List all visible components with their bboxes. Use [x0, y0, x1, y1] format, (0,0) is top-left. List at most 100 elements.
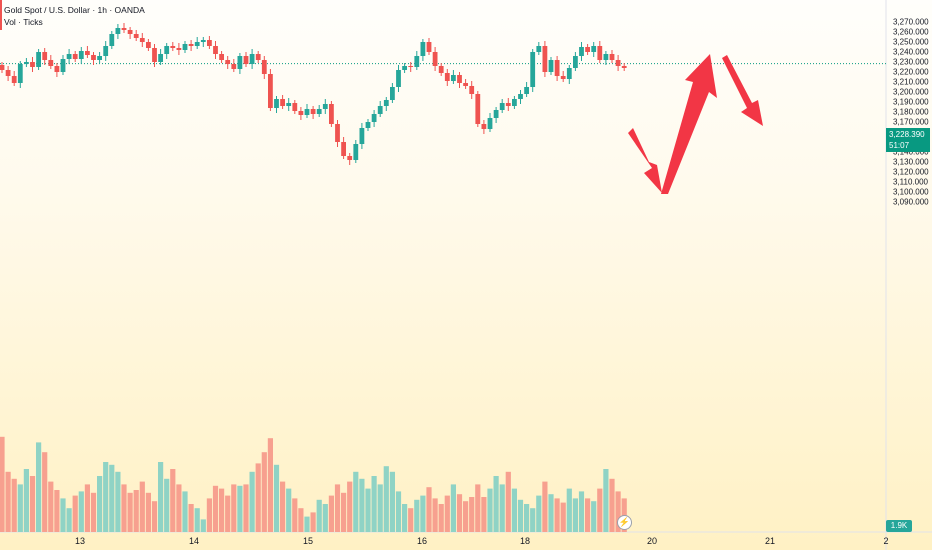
candle-body: [30, 62, 35, 67]
volume-bar: [304, 516, 310, 532]
candle-body: [463, 83, 468, 86]
date-tick-label: 2: [883, 536, 889, 546]
candle-body: [158, 54, 163, 62]
candle-body: [133, 34, 139, 38]
candle-body: [475, 94, 481, 124]
candle-body: [365, 122, 371, 128]
candle-body: [219, 54, 224, 60]
volume-bar: [371, 476, 377, 532]
candle-body: [499, 103, 505, 110]
candle-body: [213, 46, 218, 54]
volume-bar: [109, 464, 115, 532]
volume-bar: [103, 462, 109, 532]
current-price-tag: 3,228.390 51:07: [886, 128, 930, 152]
price-tick-label: 3,220.000: [893, 67, 929, 77]
candle-body: [585, 47, 590, 52]
volume-bar: [17, 484, 23, 532]
volume-bar: [511, 488, 517, 532]
volume-bar: [524, 504, 530, 532]
candle-body: [85, 51, 90, 55]
candle-body: [255, 54, 261, 60]
volume-bar: [23, 469, 29, 532]
candle-body: [194, 42, 200, 46]
price-tick-label: 3,240.000: [893, 47, 929, 57]
candle-body: [597, 46, 603, 60]
volume-bar: [395, 491, 402, 532]
volume-bar: [316, 499, 322, 532]
volume-bar: [225, 495, 231, 532]
volume-bar: [353, 471, 359, 532]
candle-body: [390, 87, 395, 100]
candle-body: [0, 65, 5, 70]
date-tick-label: 13: [74, 536, 86, 546]
candle-body: [316, 109, 322, 114]
candle-body: [91, 55, 96, 60]
candle-body: [591, 46, 597, 52]
volume-bar: [591, 501, 597, 532]
volume-value-tag: 1.9K: [886, 520, 912, 532]
candle-body: [274, 99, 279, 108]
volume-bar: [121, 484, 127, 532]
candle-body: [42, 52, 48, 60]
candle-body: [261, 60, 267, 74]
candle-body: [493, 110, 499, 118]
volume-bar: [389, 471, 395, 532]
volume-bar: [493, 476, 499, 532]
candle-body: [451, 75, 456, 81]
volume-bar: [66, 508, 72, 532]
candle-body: [78, 51, 84, 59]
candle-body: [548, 60, 554, 72]
candle-body: [438, 66, 444, 73]
lightning-icon[interactable]: ⚡: [617, 515, 632, 530]
date-tick-label: 16: [416, 536, 428, 546]
volume-bar: [414, 499, 420, 532]
volume-bar: [158, 462, 164, 532]
candle-body: [60, 59, 66, 72]
volume-bar: [426, 487, 432, 532]
volume-bar: [456, 494, 463, 532]
volume-bar: [359, 478, 365, 532]
chart-legend: Gold Spot / U.S. Dollar · 1h · OANDA Vol…: [4, 4, 145, 28]
candle-body: [152, 48, 157, 62]
volume-bar: [249, 471, 255, 532]
volume-bar: [463, 501, 469, 532]
volume-bar: [402, 504, 408, 532]
symbol-title: Gold Spot / U.S. Dollar · 1h · OANDA: [4, 5, 145, 15]
candle-body: [127, 30, 133, 34]
price-tick-label: 3,130.000: [893, 157, 929, 167]
candle-body: [414, 56, 420, 67]
volume-bar: [194, 508, 200, 532]
candle-body: [121, 28, 127, 30]
volume-bar: [566, 488, 572, 532]
volume-bar: [29, 476, 36, 532]
price-tick-label: 3,110.000: [893, 177, 928, 187]
candle-body: [524, 87, 529, 94]
candle-body: [72, 54, 78, 59]
volume-bar: [200, 519, 206, 532]
volume-bar: [377, 484, 383, 532]
candle-body: [170, 46, 176, 48]
volume-bar: [438, 504, 444, 532]
volume-bar: [280, 481, 286, 532]
volume-bar: [548, 494, 554, 532]
candle-body: [542, 46, 548, 72]
volume-bar: [231, 484, 237, 532]
volume-bar: [90, 492, 97, 532]
price-tick-label: 3,200.000: [893, 87, 929, 97]
price-tick-label: 3,140.000: [893, 147, 929, 157]
candle-body: [164, 46, 170, 54]
candle-body: [359, 128, 365, 144]
volume-bar: [127, 492, 133, 532]
candle-body: [609, 54, 615, 60]
volume-bar: [170, 469, 176, 532]
candle-body: [225, 60, 231, 64]
candle-body: [115, 28, 121, 34]
date-tick-label: 14: [188, 536, 200, 546]
candle-body: [66, 54, 72, 59]
volume-bar: [243, 484, 249, 532]
candle-body: [469, 86, 475, 94]
candle-body: [554, 60, 560, 76]
volume-bar: [54, 490, 60, 532]
candle-body: [444, 73, 450, 81]
